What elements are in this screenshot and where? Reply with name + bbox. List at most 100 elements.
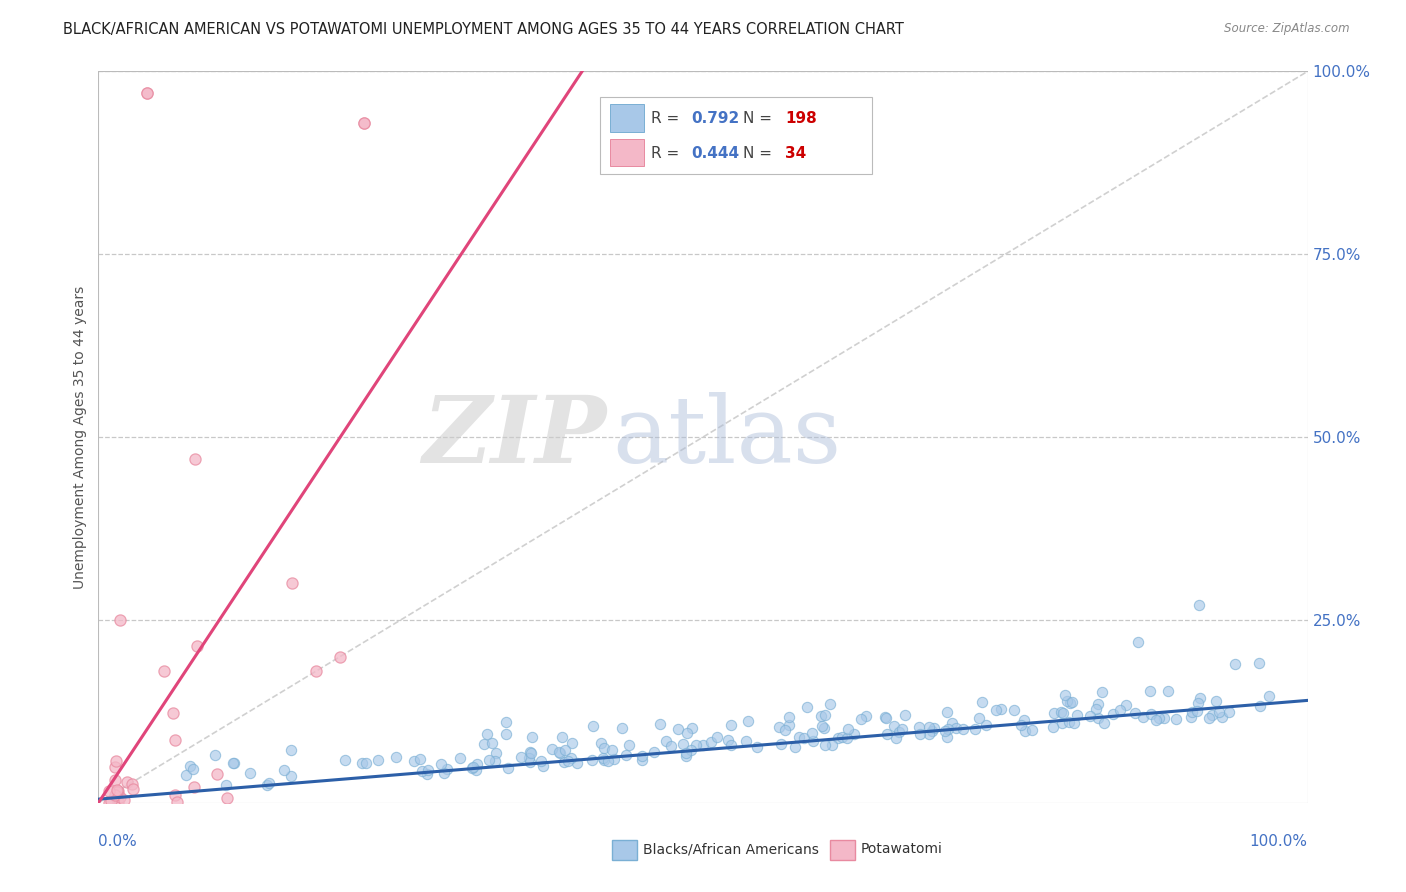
Point — [837, 723, 859, 737]
Point — [1014, 723, 1036, 738]
Point — [179, 759, 201, 773]
Point — [1208, 705, 1230, 719]
Text: R =: R = — [651, 145, 685, 161]
Point — [1187, 696, 1209, 710]
Point — [813, 721, 835, 735]
Point — [1087, 697, 1109, 711]
Point — [1092, 715, 1115, 730]
Point — [117, 775, 139, 789]
Point — [849, 712, 872, 726]
Point — [430, 757, 453, 772]
Point — [110, 613, 132, 627]
Point — [1010, 718, 1032, 732]
Point — [706, 730, 728, 744]
Point — [449, 751, 471, 765]
Point — [589, 736, 612, 750]
Point — [936, 722, 959, 736]
Point — [1043, 706, 1066, 721]
Point — [496, 761, 519, 775]
Point — [1052, 706, 1074, 720]
Point — [1063, 716, 1085, 731]
Point — [1084, 702, 1107, 716]
Point — [105, 785, 128, 799]
Point — [827, 731, 849, 745]
Point — [893, 708, 915, 723]
Text: 34: 34 — [785, 145, 807, 161]
Point — [1115, 698, 1137, 713]
Point — [581, 753, 603, 767]
Point — [166, 796, 188, 810]
Point — [936, 730, 959, 744]
Point — [553, 756, 575, 770]
Point — [890, 723, 912, 737]
FancyBboxPatch shape — [600, 97, 872, 174]
Point — [921, 723, 943, 738]
Point — [720, 718, 742, 732]
Point — [107, 784, 129, 798]
Point — [97, 783, 120, 797]
Point — [810, 708, 832, 723]
Point — [280, 743, 302, 757]
Point — [548, 746, 571, 760]
Text: N =: N = — [742, 145, 776, 161]
Point — [1132, 710, 1154, 724]
Point — [908, 727, 931, 741]
Point — [305, 664, 328, 678]
Point — [104, 790, 127, 805]
Point — [876, 727, 898, 741]
Point — [1198, 711, 1220, 725]
Point — [1188, 690, 1211, 705]
Point — [121, 777, 143, 791]
Point — [941, 716, 963, 731]
Point — [495, 714, 517, 729]
Point — [1052, 716, 1074, 731]
Point — [1185, 704, 1208, 718]
Point — [972, 695, 994, 709]
Point — [484, 754, 506, 768]
Point — [661, 739, 683, 754]
Point — [214, 778, 236, 792]
Point — [1054, 688, 1077, 702]
Point — [385, 749, 408, 764]
Point — [1042, 720, 1064, 734]
Point — [104, 773, 127, 788]
Point — [1123, 706, 1146, 720]
Point — [1247, 656, 1270, 670]
Point — [1223, 657, 1246, 671]
Point — [1108, 703, 1130, 717]
Point — [561, 736, 583, 750]
Point — [655, 734, 678, 748]
Point — [1078, 709, 1101, 723]
Point — [529, 755, 551, 769]
Point — [617, 739, 640, 753]
Point — [1205, 693, 1227, 707]
Point — [883, 718, 905, 732]
Point — [1181, 705, 1204, 719]
Point — [554, 743, 576, 757]
Point — [472, 738, 495, 752]
Point — [184, 452, 207, 467]
Point — [837, 731, 859, 745]
Point — [333, 753, 356, 767]
Point — [1021, 723, 1043, 738]
Point — [801, 726, 824, 740]
Point — [112, 793, 135, 807]
Point — [770, 737, 793, 751]
Point — [107, 795, 129, 809]
Point — [416, 767, 439, 781]
Point — [433, 766, 456, 780]
Point — [165, 732, 187, 747]
Point — [582, 719, 605, 733]
Point — [186, 639, 208, 653]
Point — [1102, 707, 1125, 722]
Point — [908, 720, 931, 734]
Text: 0.792: 0.792 — [690, 112, 740, 127]
Point — [461, 760, 484, 774]
Point — [353, 115, 375, 129]
Point — [1211, 709, 1233, 723]
Point — [478, 753, 501, 767]
Point — [631, 753, 654, 767]
Point — [522, 730, 544, 744]
Point — [557, 754, 579, 768]
Point — [560, 751, 582, 765]
